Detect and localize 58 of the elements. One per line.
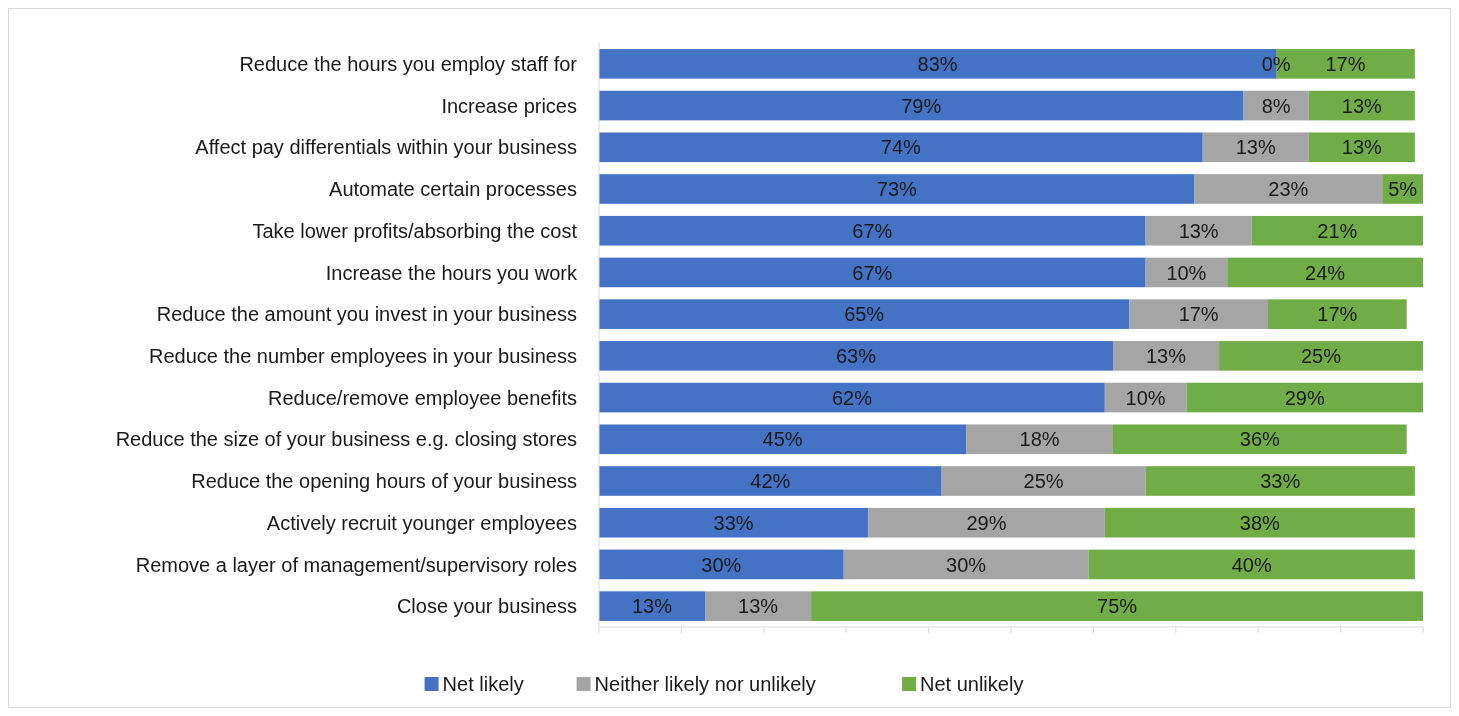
data-label: 30% <box>701 553 742 576</box>
data-label: 67% <box>852 219 893 242</box>
y-tick-label: Remove a layer of management/supervisory roles <box>135 553 577 576</box>
data-label: 10% <box>1125 386 1166 409</box>
data-label: 13% <box>1235 136 1276 159</box>
data-label: 36% <box>1239 428 1281 451</box>
data-label: 5% <box>1388 178 1418 201</box>
data-label: 13% <box>1341 94 1383 117</box>
data-label: 17% <box>1325 53 1366 76</box>
y-tick-label: Reduce the hours you employ staff for <box>239 53 578 76</box>
data-label: 62% <box>831 386 873 409</box>
data-label: 33% <box>713 511 754 534</box>
data-label: 10% <box>1166 261 1207 284</box>
data-label: 29% <box>1284 386 1325 409</box>
data-label: 63% <box>835 345 877 368</box>
data-label: 13% <box>1341 136 1383 159</box>
legend-label: Net unlikely <box>920 673 1024 696</box>
data-label: 45% <box>762 428 803 451</box>
data-label: 13% <box>1145 345 1187 368</box>
data-label: 40% <box>1231 553 1272 576</box>
y-tick-label: Reduce the opening hours of your business <box>191 470 577 493</box>
data-label: 13% <box>632 595 673 618</box>
data-label: 73% <box>876 178 918 201</box>
legend-label: Net likely <box>442 673 524 696</box>
data-label: 17% <box>1178 303 1219 326</box>
y-tick-label: Automate certain processes <box>329 178 577 201</box>
y-tick-label: Reduce/remove employee benefits <box>267 386 577 409</box>
data-label: 25% <box>1023 470 1064 493</box>
legend-label: Neither likely nor unlikely <box>594 673 816 696</box>
data-label: 75% <box>1097 595 1138 618</box>
data-label: 79% <box>901 94 942 117</box>
data-label: 83% <box>917 53 958 76</box>
data-label: 17% <box>1317 303 1358 326</box>
y-tick-label: Actively recruit younger employees <box>266 511 577 534</box>
y-tick-label: Increase prices <box>441 94 577 117</box>
y-tick-label: Close your business <box>396 595 577 618</box>
data-label: 18% <box>1019 428 1060 451</box>
data-label: 23% <box>1268 178 1309 201</box>
y-tick-label: Affect pay differentials within your business <box>195 136 577 159</box>
data-label: 42% <box>750 470 791 493</box>
y-tick-label: Reduce the amount you invest in your business <box>156 303 577 326</box>
data-label: 67% <box>852 261 893 284</box>
data-label: 74% <box>880 136 922 159</box>
data-label: 65% <box>844 303 885 326</box>
y-tick-label: Increase the hours you work <box>325 261 578 284</box>
y-tick-label: Take lower profits/absorbing the cost <box>252 219 578 242</box>
data-label: 24% <box>1305 261 1346 284</box>
y-tick-label: Reduce the size of your business e.g. closing stores <box>115 428 577 451</box>
data-label: 13% <box>738 595 779 618</box>
data-label: 13% <box>1178 219 1219 242</box>
data-label: 8% <box>1261 94 1291 117</box>
data-label: 25% <box>1301 345 1342 368</box>
data-label: 29% <box>966 511 1007 534</box>
data-label: 33% <box>1260 470 1301 493</box>
data-label: 38% <box>1239 511 1281 534</box>
y-tick-label: Reduce the number employees in your business <box>148 345 577 368</box>
data-label: 30% <box>946 553 987 576</box>
data-label: 21% <box>1317 219 1358 242</box>
